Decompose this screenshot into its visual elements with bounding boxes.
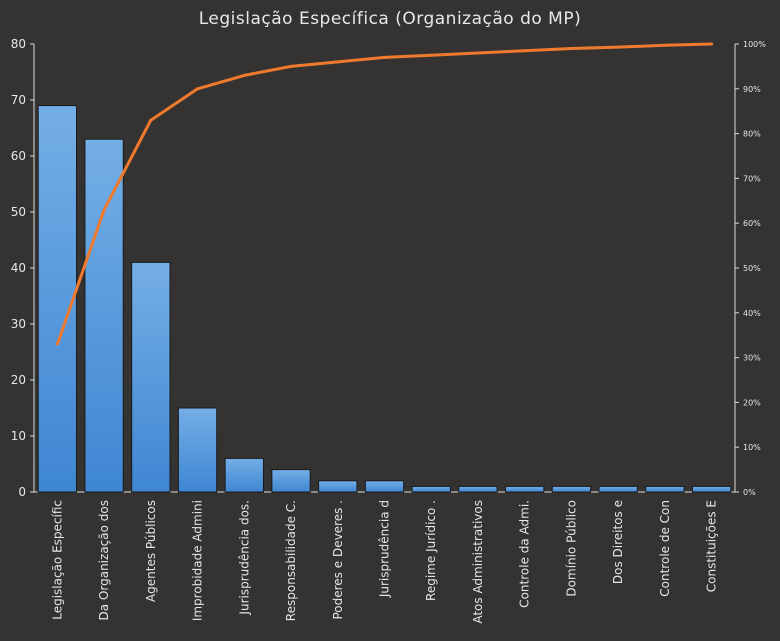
y2-tick-label: 60% bbox=[743, 219, 761, 228]
category-label: Jurisprudência d bbox=[378, 500, 392, 598]
bar bbox=[645, 485, 685, 493]
category-label: Poderes e Deveres . bbox=[331, 500, 345, 620]
category-label: Atos Administrativos bbox=[471, 500, 485, 624]
cumulative-point bbox=[663, 43, 667, 47]
category-label: Domínio Público bbox=[564, 500, 578, 597]
cumulative-point bbox=[289, 64, 293, 68]
cumulative-point bbox=[429, 53, 433, 57]
bar bbox=[318, 480, 358, 493]
y2-tick-label: 80% bbox=[743, 130, 761, 139]
category-label: Controle da Admi. bbox=[518, 500, 532, 608]
y-tick-label: 70 bbox=[11, 93, 26, 107]
cumulative-point bbox=[383, 55, 386, 59]
bar bbox=[364, 480, 405, 493]
y-tick-label: 50 bbox=[11, 205, 26, 219]
bar bbox=[505, 485, 545, 493]
bar bbox=[691, 485, 732, 493]
chart-title: Legislação Específica (Organização do MP… bbox=[199, 9, 581, 29]
category-label: Responsabilidade C. bbox=[284, 500, 298, 621]
category-label: Constituições E bbox=[705, 500, 719, 592]
cumulative-point bbox=[476, 51, 480, 55]
category-label: Dos Direitos e bbox=[611, 500, 625, 584]
y2-tick-label: 50% bbox=[743, 264, 761, 273]
bar bbox=[271, 469, 311, 493]
category-label: Improbidade Admini bbox=[191, 500, 205, 621]
cumulative-point bbox=[55, 342, 59, 346]
axes: 0 10 20 30 40 50 60 70 80 0% 10% 20% 30% 40% 50% 60% 70%… bbox=[11, 37, 767, 499]
cumulative-point bbox=[102, 208, 106, 212]
bar bbox=[551, 485, 592, 493]
bar bbox=[598, 485, 638, 493]
cumulative-point bbox=[242, 73, 246, 77]
y2-tick-label: 40% bbox=[743, 309, 761, 318]
category-labels: Legislação Específic Da Organização dos Ag… bbox=[50, 500, 718, 624]
y2-tick-label: 100% bbox=[743, 40, 766, 49]
cumulative-point bbox=[149, 118, 153, 122]
cumulative-point bbox=[710, 42, 714, 46]
y-tick-label: 40 bbox=[11, 261, 26, 275]
bar bbox=[224, 457, 264, 493]
y2-tick-label: 90% bbox=[743, 85, 761, 94]
y2-tick-label: 0% bbox=[743, 488, 756, 497]
category-label: Regime Jurídico . bbox=[424, 500, 438, 601]
category-label: Agentes Públicos bbox=[144, 500, 158, 602]
cumulative-point bbox=[336, 60, 340, 64]
cumulative-line bbox=[55, 42, 714, 346]
cumulative-point bbox=[523, 49, 527, 53]
category-label: Legislação Específic bbox=[50, 500, 64, 620]
bar bbox=[84, 138, 124, 493]
y2-tick-label: 70% bbox=[743, 174, 761, 183]
y2-tick-label: 30% bbox=[743, 354, 761, 363]
bar bbox=[131, 261, 171, 493]
y-tick-label: 20 bbox=[11, 373, 26, 387]
bar bbox=[37, 105, 78, 493]
cumulative-point bbox=[616, 45, 620, 49]
cumulative-point bbox=[569, 46, 573, 50]
y2-tick-label: 20% bbox=[743, 398, 761, 407]
bar bbox=[458, 485, 498, 493]
y-tick-label: 80 bbox=[11, 37, 26, 51]
y-tick-label: 60 bbox=[11, 149, 26, 163]
category-label: Jurisprudência dos. bbox=[237, 500, 251, 616]
bar bbox=[411, 485, 451, 493]
bar bbox=[177, 407, 218, 493]
y-tick-label: 0 bbox=[18, 485, 26, 499]
y2-tick-label: 10% bbox=[743, 443, 761, 452]
bars bbox=[37, 105, 732, 493]
cumulative-point bbox=[196, 87, 200, 91]
y-tick-label: 30 bbox=[11, 317, 26, 331]
category-label: Da Organização dos bbox=[97, 500, 111, 620]
category-label: Controle de Con bbox=[658, 500, 672, 597]
y-tick-label: 10 bbox=[11, 429, 26, 443]
